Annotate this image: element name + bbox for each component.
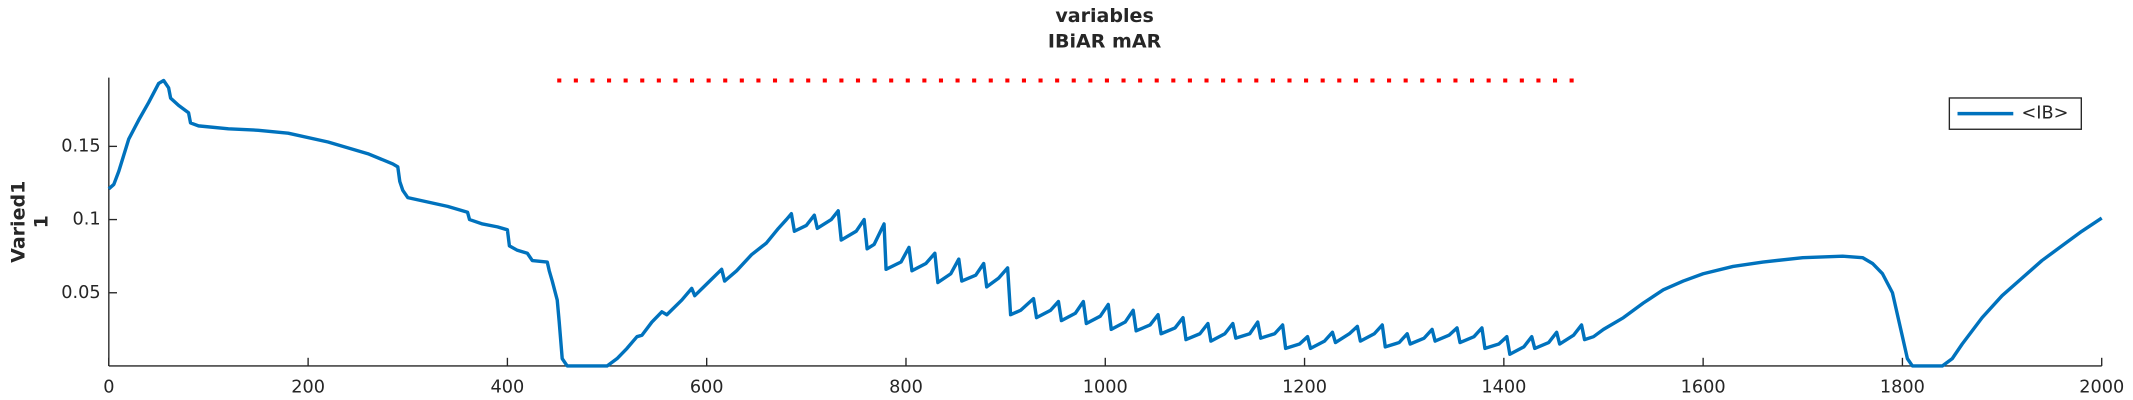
x-tick-label: 1000 — [1083, 378, 1128, 398]
y-axis-label: Varied1 — [8, 181, 30, 263]
y-axis-label: 1 — [31, 215, 53, 228]
y-tick-label: 0.1 — [73, 210, 101, 230]
x-tick-label: 200 — [291, 378, 325, 398]
x-tick-label: 800 — [889, 378, 923, 398]
x-tick-label: 1600 — [1681, 378, 1726, 398]
y-tick-label: 0.15 — [61, 136, 100, 156]
y-tick-label: 0.05 — [61, 283, 100, 303]
x-tick-label: 1200 — [1282, 378, 1327, 398]
chart-title: variables — [1055, 5, 1153, 27]
chart-subtitle: IBiAR mAR — [1048, 31, 1162, 53]
x-tick-label: 1800 — [1880, 378, 1925, 398]
x-tick-label: 2000 — [2079, 378, 2124, 398]
legend-label: <IB> — [2021, 104, 2068, 124]
data-line — [107, 78, 2103, 368]
x-tick-label: 0 — [103, 378, 114, 398]
x-tick-label: 400 — [491, 378, 525, 398]
x-tick-label: 1400 — [1481, 378, 1526, 398]
x-tick-label: 600 — [690, 378, 724, 398]
